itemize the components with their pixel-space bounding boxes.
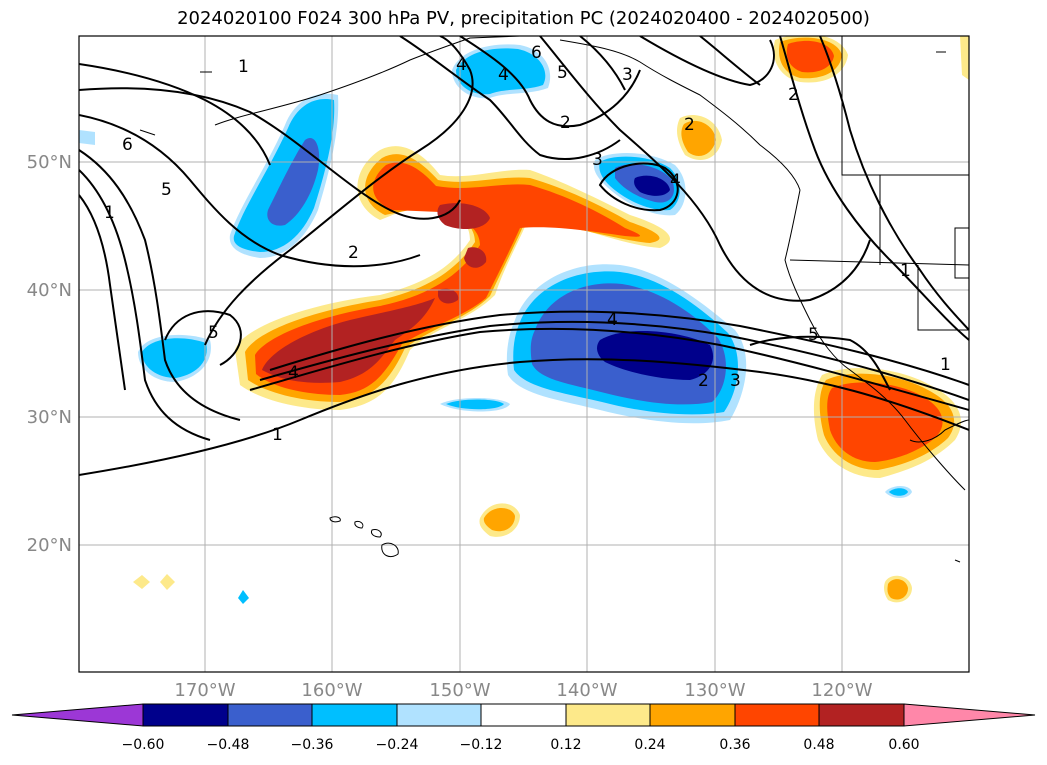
contour-east-5 xyxy=(639,36,775,87)
contour-closed-4 xyxy=(598,162,679,212)
lat-label: 20°N xyxy=(26,535,72,556)
contour-label: 2 xyxy=(560,113,571,133)
pv-contours xyxy=(79,36,969,476)
lat-label: 50°N xyxy=(26,152,72,173)
sw-positive-redorange xyxy=(827,382,943,462)
colorbar-tick: −0.48 xyxy=(206,737,250,753)
contour-west-3 xyxy=(79,149,241,421)
baja-positive-orange xyxy=(887,579,908,600)
contour-label: 4 xyxy=(607,310,618,330)
central-negative-darkblue xyxy=(597,330,714,380)
colorbar-tick: 0.60 xyxy=(888,737,920,753)
colorbar-tick: −0.12 xyxy=(459,737,503,753)
gulf-positive-orange xyxy=(681,120,716,156)
contour-label: 6 xyxy=(531,43,542,63)
contour-north-3 xyxy=(579,36,626,91)
coastlines xyxy=(139,36,969,563)
contour-label: 4 xyxy=(456,55,467,75)
contour-label: 2 xyxy=(348,243,359,263)
dot-positive-1 xyxy=(133,575,150,589)
colorbar-tick: 0.12 xyxy=(550,737,582,753)
contour-3-band xyxy=(259,320,969,401)
lat-label: 30°N xyxy=(26,407,72,428)
contour-label: 1 xyxy=(900,261,911,281)
coast-negative-darkblue xyxy=(634,175,670,196)
precip-shading xyxy=(79,36,969,604)
contour-label: 2 xyxy=(788,85,799,105)
small-negative-3 xyxy=(238,590,249,604)
colorbar xyxy=(11,703,1036,727)
colorbar-high-extend xyxy=(903,703,1036,727)
positive-anomaly-darkred xyxy=(262,298,435,383)
map-plot-area: 1 6 5 4 3 2 5 4 1 2 1 2 3 4 4 1 2 6 4 5 … xyxy=(79,36,969,672)
contour-north-2 xyxy=(459,36,641,128)
contour-west-4 xyxy=(79,169,211,441)
west-negative-skyblue xyxy=(142,338,207,378)
map-frame xyxy=(78,35,970,673)
dot-positive-2 xyxy=(160,574,175,590)
contour-label: 4 xyxy=(670,171,681,191)
nw-negative-midblue xyxy=(267,138,320,226)
map-title: 2024020100 F024 300 hPa PV, precipitatio… xyxy=(177,8,870,29)
contour-label: 1 xyxy=(940,355,951,375)
contour-5-ridge xyxy=(204,36,474,346)
contour-label: 2 xyxy=(684,115,695,135)
contour-north-1 xyxy=(399,36,621,161)
ne-positive-redorange xyxy=(786,40,834,73)
contour-label: 5 xyxy=(208,323,219,343)
contour-label: 5 xyxy=(557,63,568,83)
colorbar-tick: −0.60 xyxy=(121,737,165,753)
contour-label: 5 xyxy=(808,325,819,345)
contour-label: 1 xyxy=(272,425,283,445)
hawaii-positive-orange xyxy=(483,508,515,532)
contour-label: 6 xyxy=(122,135,133,155)
positive-anomaly-darkred-4 xyxy=(438,288,459,304)
lon-label: 150°W xyxy=(429,680,491,701)
colorbar-tick: 0.24 xyxy=(634,737,666,753)
colorbar-tick: 0.48 xyxy=(803,737,835,753)
contour-west-1 xyxy=(79,87,461,220)
contour-label: 3 xyxy=(592,150,603,170)
contour-1-outer xyxy=(79,358,969,476)
contour-west-5 xyxy=(79,194,126,391)
alaska-negative-skyblue xyxy=(456,48,546,95)
contour-5-west-loop xyxy=(164,310,242,366)
positive-anomaly-darkred-3 xyxy=(464,247,487,268)
lon-label: 160°W xyxy=(301,680,363,701)
nw-negative-skyblue xyxy=(233,99,335,252)
contour-labels: 1 6 5 4 3 2 5 4 1 2 1 2 3 4 4 1 2 6 4 5 … xyxy=(104,43,951,445)
contour-label: 2 xyxy=(698,371,709,391)
lon-label: 130°W xyxy=(684,680,746,701)
contour-east-2 xyxy=(819,36,969,331)
lat-label: 40°N xyxy=(26,280,72,301)
contour-2-band xyxy=(249,327,969,411)
contour-trough xyxy=(539,36,871,302)
colorbar-tick: −0.24 xyxy=(375,737,419,753)
contour-label: 4 xyxy=(288,363,299,383)
far-ne-positive xyxy=(960,36,969,80)
colorbar-low-extend xyxy=(11,703,144,727)
colorbar-tick: −0.36 xyxy=(290,737,334,753)
contour-label: 3 xyxy=(730,371,741,391)
edge-negative xyxy=(79,130,95,145)
contour-label: 3 xyxy=(622,65,633,85)
contour-label: 1 xyxy=(104,203,115,223)
contour-west-6 xyxy=(79,63,271,166)
contour-east-4 xyxy=(699,36,761,86)
colorbar-tick: 0.36 xyxy=(719,737,751,753)
positive-anomaly-darkred-2 xyxy=(437,203,490,230)
small-negative-2-sky xyxy=(889,488,908,496)
contour-west-2 xyxy=(79,114,421,268)
lon-label: 120°W xyxy=(811,680,873,701)
contour-east-3 xyxy=(749,335,891,391)
contour-east-1 xyxy=(779,36,969,341)
contour-label: 4 xyxy=(498,65,509,85)
contour-label: 5 xyxy=(161,180,172,200)
lon-label: 140°W xyxy=(556,680,618,701)
contour-4-band xyxy=(269,310,969,386)
contour-label: 1 xyxy=(238,57,249,77)
gridlines xyxy=(79,36,969,672)
lon-label: 170°W xyxy=(174,680,236,701)
